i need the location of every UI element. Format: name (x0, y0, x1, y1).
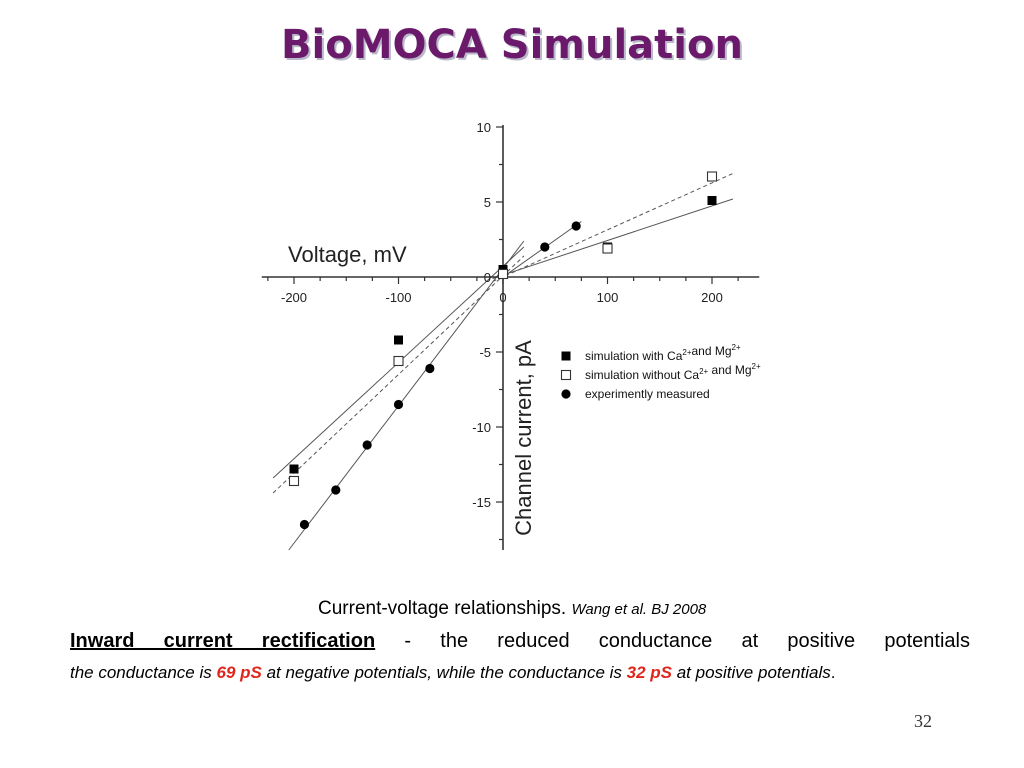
data-point (288, 475, 300, 487)
data-point (393, 355, 404, 367)
conductance-value-positive: 32 pS (626, 663, 672, 682)
y-tick-label: 5 (484, 195, 491, 210)
y-tick-label: -5 (479, 345, 491, 360)
data-point (289, 464, 299, 474)
chart-legend: simulation with Ca2+and Mg2+simulation w… (560, 343, 761, 401)
data-point (425, 363, 435, 374)
data-point (362, 440, 372, 450)
data-point (331, 485, 341, 495)
y-tick-label: -10 (472, 420, 491, 435)
data-point (394, 335, 403, 345)
rectification-heading: Inward current rectification (70, 630, 376, 652)
legend-marker (560, 369, 572, 381)
conductance-text-1: the conductance is (70, 663, 217, 682)
chart-axes: -200 -100 0 100 200 10 5 0 -5 -10 -15 (261, 120, 760, 550)
rectification-text: the reduced conductance at positive pote… (440, 630, 970, 652)
x-tick-label: 200 (701, 290, 723, 305)
conductance-end: . (830, 663, 836, 682)
x-tick-label: 100 (597, 290, 619, 305)
conductance-text-2: at negative potentials, while the conduc… (261, 663, 627, 682)
x-tick-label: -100 (385, 290, 411, 305)
legend-label: simulation with Ca2+and Mg2+ (585, 343, 741, 363)
legend-marker (561, 389, 571, 399)
data-point (706, 171, 718, 182)
legend-marker (561, 351, 571, 361)
caption-citation: Wang et al. BJ 2008 (571, 601, 707, 618)
fit-line (492, 198, 734, 279)
conductance-paragraph: the conductance is 69 pS at negative pot… (70, 658, 970, 688)
data-point (602, 243, 613, 254)
data-point (707, 196, 717, 205)
y-tick-label: 10 (477, 120, 491, 135)
legend-label: experimently measured (585, 387, 710, 401)
slide-title: BioMOCA Simulation (281, 22, 743, 68)
legend-label: simulation without Ca2+ and Mg2+ (585, 362, 761, 382)
x-axis-label: Voltage, mV (288, 242, 407, 267)
rectification-paragraph: Inward current rectification - the reduc… (70, 628, 970, 654)
conductance-value-negative: 69 pS (216, 663, 262, 682)
data-point (540, 242, 550, 252)
caption-main: Current-voltage relationships. (318, 598, 567, 619)
page-number: 32 (914, 711, 932, 731)
y-tick-label: -15 (472, 495, 491, 510)
rectification-dash: - (375, 630, 441, 652)
fit-line (288, 240, 525, 551)
data-markers (288, 171, 718, 530)
data-point (497, 268, 509, 280)
figure-caption: Current-voltage relationships. Wang et a… (318, 598, 706, 620)
data-point (393, 399, 404, 410)
y-tick-label: 0 (484, 270, 491, 285)
fit-line (492, 173, 734, 282)
data-point (571, 221, 581, 231)
x-tick-label: 0 (499, 290, 506, 305)
conductance-text-3: at positive potentials (672, 663, 831, 682)
y-axis-label: Channel current, pA (511, 340, 536, 536)
data-point (299, 519, 310, 530)
x-tick-label: -200 (281, 290, 307, 305)
